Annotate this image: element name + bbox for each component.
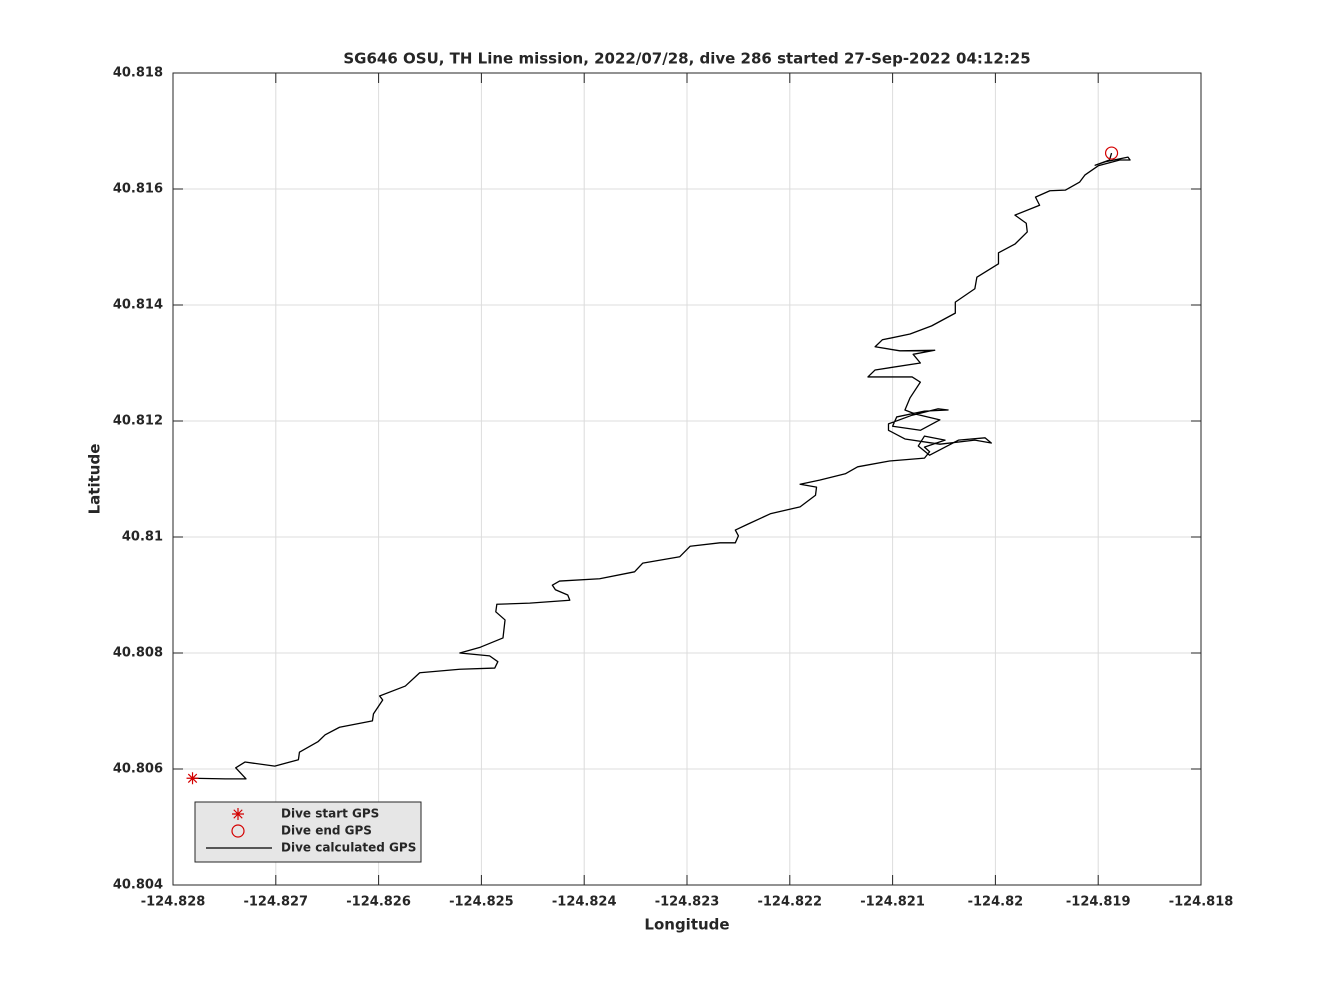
track-line	[192, 152, 1131, 780]
y-tick-label: 40.806	[113, 762, 163, 777]
x-tick-label: -124.824	[552, 895, 617, 910]
x-tick-label: -124.826	[346, 895, 411, 910]
y-tick-label: 40.812	[113, 414, 163, 429]
y-tick-label: 40.818	[113, 66, 163, 81]
x-tick-label: -124.82	[968, 895, 1024, 910]
plot-frame	[172, 72, 1202, 886]
marker	[186, 772, 199, 785]
legend-label: Dive end GPS	[281, 824, 372, 838]
legend-symbol	[232, 808, 244, 820]
y-axis-label: Latitude	[86, 444, 104, 515]
x-tick-label: -124.819	[1066, 895, 1131, 910]
y-tick-label: 40.816	[113, 182, 163, 197]
y-tick-label: 40.804	[113, 878, 163, 893]
marker	[1104, 146, 1119, 160]
legend-label: Dive calculated GPS	[281, 841, 416, 855]
x-tick-label: -124.827	[243, 895, 308, 910]
legend-label: Dive start GPS	[281, 807, 379, 821]
x-tick-label: -124.825	[449, 895, 514, 910]
y-tick-label: 40.81	[122, 530, 163, 545]
x-tick-label: -124.818	[1169, 895, 1234, 910]
x-axis-label: Longitude	[644, 916, 729, 934]
chart-title: SG646 OSU, TH Line mission, 2022/07/28, …	[343, 50, 1030, 68]
x-tick-label: -124.822	[757, 895, 822, 910]
y-tick-label: 40.808	[113, 646, 163, 661]
y-tick-label: 40.814	[113, 298, 163, 313]
legend-symbol	[231, 824, 245, 838]
x-tick-label: -124.828	[141, 895, 206, 910]
x-tick-label: -124.821	[860, 895, 925, 910]
x-tick-label: -124.823	[655, 895, 720, 910]
